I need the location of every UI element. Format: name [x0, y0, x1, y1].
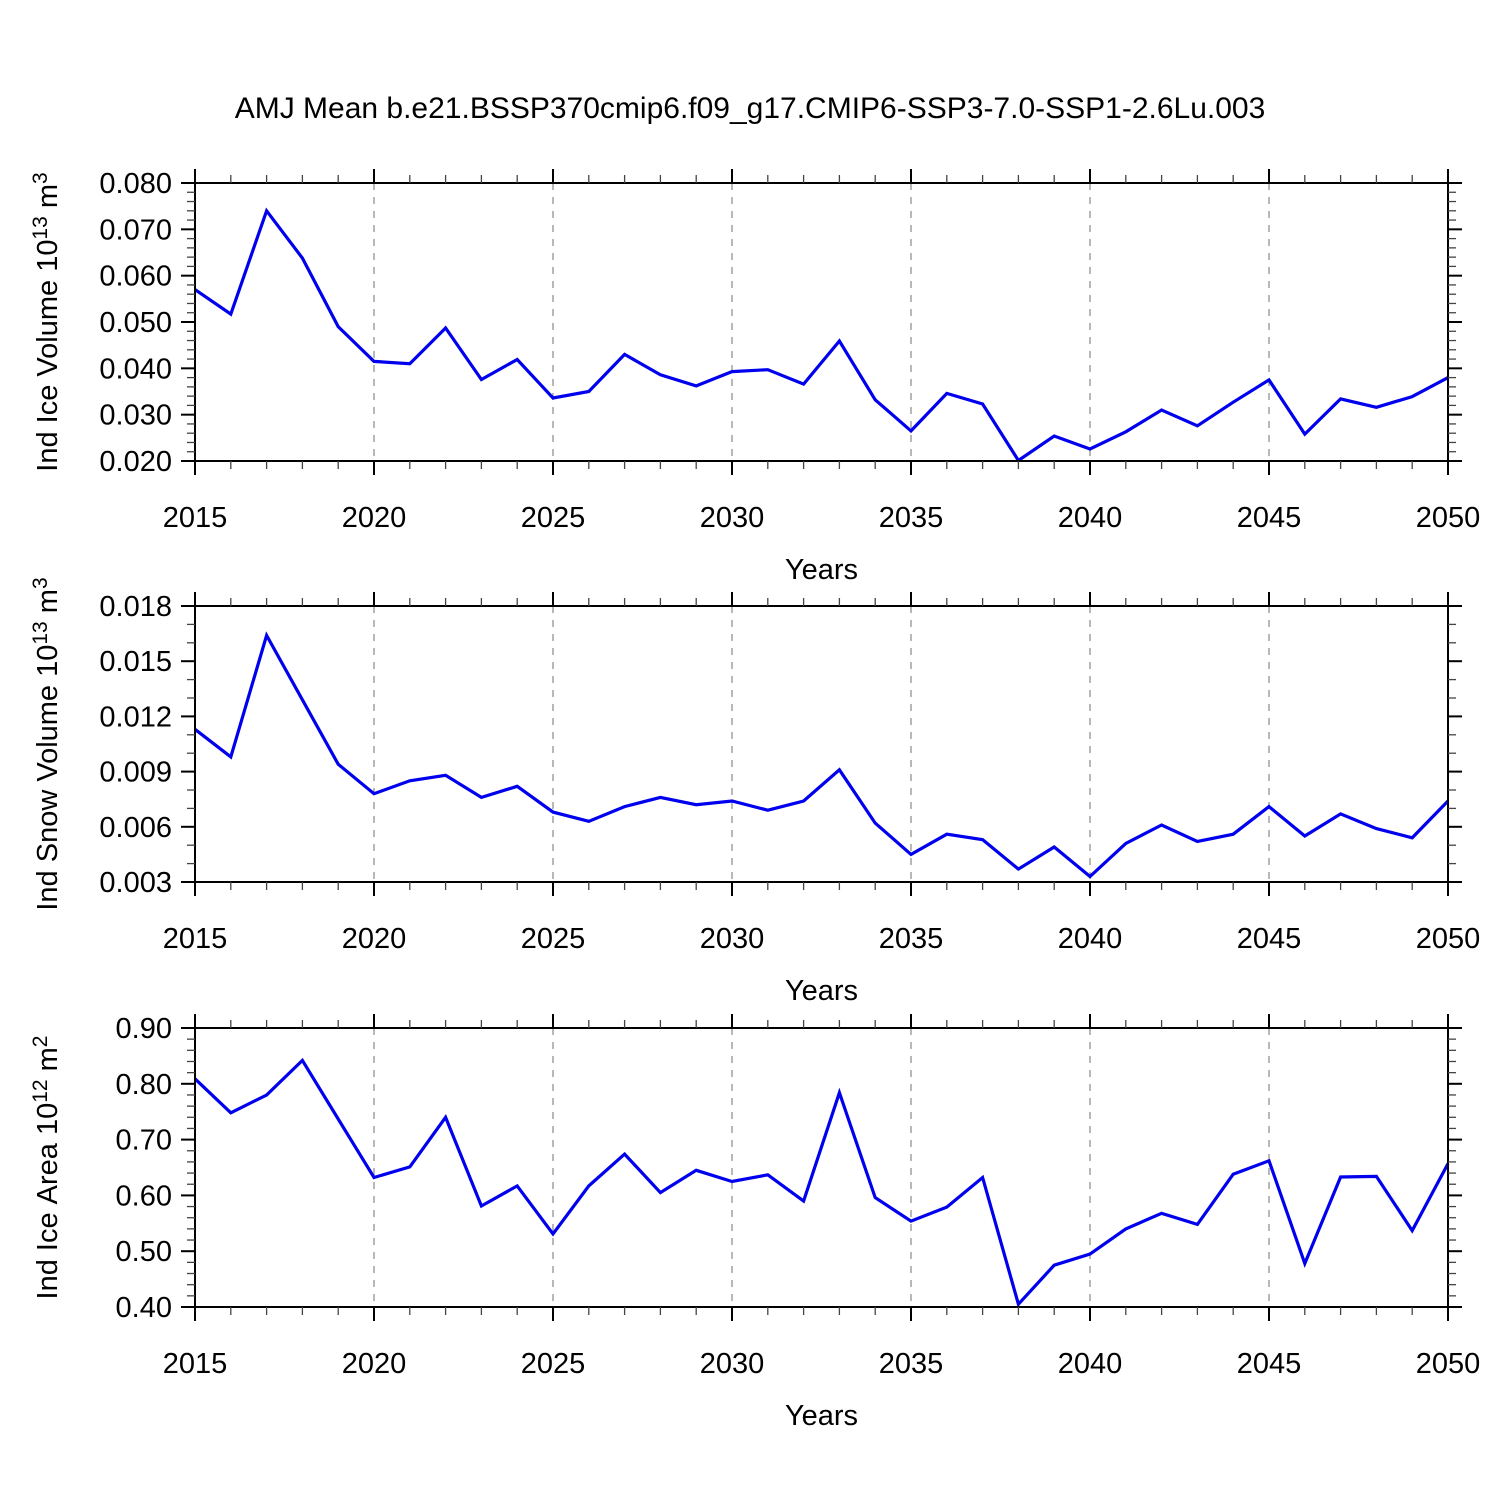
x-tick-label: 2035: [879, 1348, 944, 1380]
x-tick-label: 2015: [163, 923, 228, 955]
x-tick-label: 2040: [1058, 923, 1123, 955]
x-axis-title: Years: [785, 1400, 858, 1432]
chart-title: AMJ Mean b.e21.BSSP370cmip6.f09_g17.CMIP…: [234, 92, 1266, 125]
y-tick-label: 0.050: [99, 307, 172, 339]
x-tick-label: 2050: [1416, 1348, 1481, 1380]
x-axis-title: Years: [785, 554, 858, 586]
x-tick-label: 2030: [700, 923, 765, 955]
panel-ind-ice-area: 2015 2020 2025 2030 2035 2040 2045 2050 Years 0.4…: [29, 1013, 1480, 1432]
x-tick-label: 2015: [163, 502, 228, 534]
x-tick-label: 2020: [342, 1348, 407, 1380]
x-tick-label: 2050: [1416, 923, 1481, 955]
y-tick-label: 0.020: [99, 446, 172, 478]
x-tick-label: 2045: [1237, 502, 1302, 534]
y-tick-label: 0.60: [116, 1180, 172, 1212]
x-tick-label: 2045: [1237, 923, 1302, 955]
x-tick-label: 2040: [1058, 502, 1123, 534]
y-tick-label: 0.060: [99, 261, 172, 293]
y-tick-label: 0.90: [116, 1013, 172, 1045]
panel-ind-ice-volume: 2015 2020 2025 2030 2035 2040 2045 2050 Years 0.0…: [29, 168, 1480, 586]
y-tick-label: 0.018: [99, 591, 172, 623]
x-axis-title: Years: [785, 975, 858, 1007]
y-tick-label: 0.70: [116, 1125, 172, 1157]
series-line-ind-snow-volume: [194, 631, 1450, 879]
x-tick-label: 2030: [700, 1348, 765, 1380]
x-tick-label: 2040: [1058, 1348, 1123, 1380]
y-tick-label: 0.015: [99, 646, 172, 678]
x-tick-label: 2025: [521, 502, 586, 534]
plot-frame: [194, 605, 1449, 883]
series-line-ind-ice-volume: [194, 207, 1449, 463]
x-tick-label: 2020: [342, 923, 407, 955]
plot-frame: [194, 1027, 1449, 1308]
y-tick-label: 0.80: [116, 1069, 172, 1101]
x-tick-label: 2035: [879, 502, 944, 534]
plot-frame: [194, 182, 1449, 462]
x-tick-label: 2035: [879, 923, 944, 955]
y-tick-label: 0.030: [99, 400, 172, 432]
y-tick-label: 0.40: [116, 1292, 172, 1324]
y-tick-label: 0.50: [116, 1236, 172, 1268]
series-line-ind-ice-area: [193, 1057, 1450, 1308]
x-tick-label: 2030: [700, 502, 765, 534]
x-tick-label: 2020: [342, 502, 407, 534]
x-tick-label: 2015: [163, 1348, 228, 1380]
x-tick-label: 2025: [521, 923, 586, 955]
x-tick-label: 2025: [521, 1348, 586, 1380]
y-axis-title: Ind Ice Volume 1013 m3: [29, 172, 64, 471]
x-tick-label: 2050: [1416, 502, 1481, 534]
y-tick-label: 0.040: [99, 353, 172, 385]
y-axis-title: Ind Snow Volume 1013 m3: [29, 577, 64, 910]
x-tick-label: 2045: [1237, 1348, 1302, 1380]
y-tick-label: 0.012: [99, 701, 172, 733]
y-axis-title: Ind Ice Area 1012 m2: [29, 1036, 64, 1300]
panel-ind-snow-volume: 2015 2020 2025 2030 2035 2040 2045 2050 Years 0.0…: [29, 577, 1480, 1007]
y-tick-label: 0.080: [99, 168, 172, 200]
y-tick-label: 0.070: [99, 214, 172, 246]
y-tick-label: 0.009: [99, 757, 172, 789]
y-tick-label: 0.003: [99, 867, 172, 899]
y-tick-label: 0.006: [99, 812, 172, 844]
